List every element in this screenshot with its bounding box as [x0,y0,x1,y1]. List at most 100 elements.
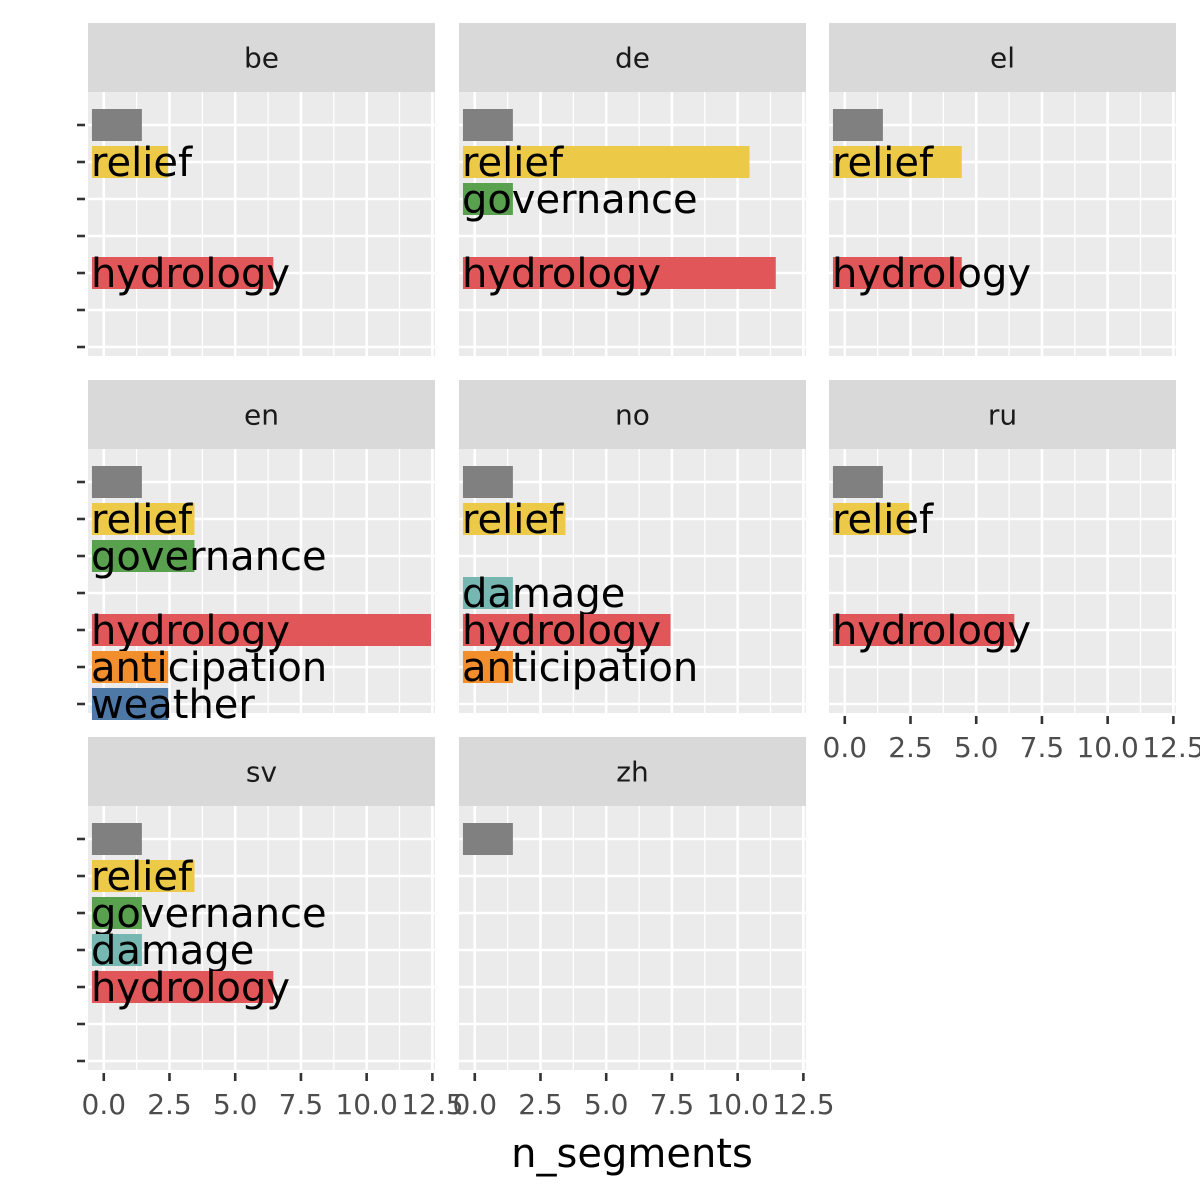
facet-panels: bereliefhydrologydereliefgovernancehydro… [77,23,1200,1121]
bar-hydrology [91,257,274,289]
bar-label: hydrology [462,251,661,297]
x-tick-label: 5.0 [213,1088,258,1121]
panel-background [459,806,806,1070]
x-tick-label: 2.5 [888,731,933,764]
x-tick-label: 10.0 [706,1088,768,1121]
bar-label: relief [91,497,193,543]
bar-governance [91,897,142,929]
bar-label: relief [832,497,934,543]
bar-label: hydrology [832,251,1031,297]
bar-relief [462,503,566,535]
x-tick-label: 7.5 [279,1088,324,1121]
bar-damage [91,934,142,966]
bar-relief [91,860,195,892]
bar-relief [832,146,962,178]
facet-strip [88,23,435,92]
x-tick-label: 0.0 [82,1088,127,1121]
bar-damage [462,577,513,609]
bar-blank [91,466,142,498]
x-tick-label: 5.0 [584,1088,629,1121]
facet-ru: ru relief hydrology 0.0 2.5 5.0 7.5 10.0 12.5 [823,380,1200,764]
panel-background [459,449,806,713]
facet-strip [88,380,435,449]
x-tick-label: 2.5 [147,1088,192,1121]
panel-background [88,806,435,1070]
bar-hydrology [832,614,1015,646]
bar-label: relief [91,854,193,900]
facet-strip-label: sv [246,756,277,789]
bar-relief [462,146,750,178]
facet-zh: zh 0.0 2.5 5.0 7.5 10.0 12.5 [453,737,835,1121]
panel-background [829,449,1176,713]
facet-strip [459,380,806,449]
facet-strip [829,23,1176,92]
bar-label: governance [91,534,327,580]
bar-anticipation [462,651,513,683]
bar-weather [91,688,169,720]
facet-strip-label: zh [616,756,648,789]
bar-label: relief [462,140,564,186]
bar-label: relief [91,140,193,186]
bar-label: hydrology [91,608,290,654]
bar-relief [832,503,910,535]
facet-strip-label: en [244,399,279,432]
bar-label: hydrology [462,608,661,654]
bar-hydrology [91,614,432,646]
bar-label: relief [832,140,934,186]
facet-strip-label: el [990,42,1015,75]
bar-hydrology [462,614,671,646]
bar-label: anticipation [462,645,698,691]
bar-label: relief [462,497,564,543]
bar-blank [462,466,513,498]
x-tick-label: 0.0 [453,1088,498,1121]
bar-anticipation [91,651,169,683]
x-tick-label: 5.0 [954,731,999,764]
facet-strip [88,737,435,806]
bar-relief [91,146,169,178]
bar-blank [91,109,142,141]
x-tick-label: 12.5 [1142,731,1200,764]
x-tick-label: 7.5 [650,1088,695,1121]
facet-be: be relief hydrology [77,23,435,356]
facet-strip-label: no [615,399,650,432]
x-tick-label: 12.5 [772,1088,834,1121]
x-tick-label: 2.5 [518,1088,563,1121]
facet-strip-label: be [244,42,279,75]
bar-label: hydrology [91,965,290,1011]
facet-strip-label: ru [988,399,1017,432]
facet-strip [459,23,806,92]
bar-label: weather [91,682,255,728]
bar-hydrology [462,257,776,289]
panel-background [829,92,1176,356]
panel-background [88,92,435,356]
bar-governance [91,540,195,572]
bar-governance [462,183,513,215]
bar-label: hydrology [832,608,1031,654]
bar-label: damage [91,928,254,974]
bar-blank [462,109,513,141]
bar-blank [832,466,883,498]
panel-background [459,92,806,356]
bar-blank [462,823,513,855]
bar-label: governance [462,177,698,223]
bar-label: hydrology [91,251,290,297]
x-tick-label: 0.0 [823,731,868,764]
x-tick-label: 12.5 [401,1088,463,1121]
facet-el: el relief hydrology [829,23,1176,356]
facet-strip [829,380,1176,449]
x-tick-label: 7.5 [1020,731,1065,764]
x-tick-label: 10.0 [1076,731,1138,764]
facet-strip [459,737,806,806]
x-tick-label: 10.0 [335,1088,397,1121]
x-axis-title: n_segments [511,1131,753,1177]
bar-label: anticipation [91,645,327,691]
bar-label: damage [462,571,625,617]
bar-hydrology [832,257,962,289]
bar-hydrology [91,971,274,1003]
bar-blank [832,109,883,141]
